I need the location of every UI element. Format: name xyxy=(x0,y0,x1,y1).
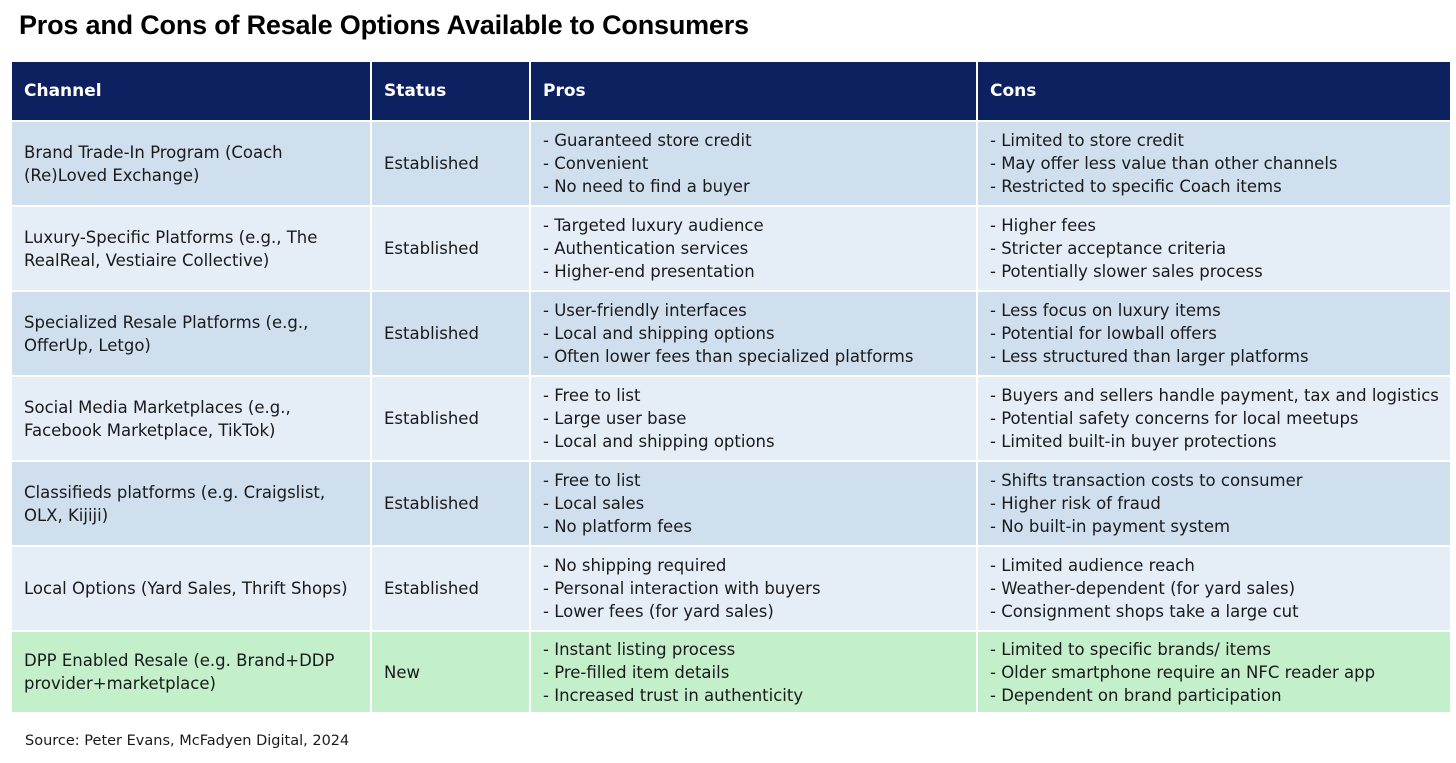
pros-item: - Often lower fees than specialized plat… xyxy=(543,347,914,366)
pros-item: - Higher-end presentation xyxy=(543,262,755,281)
pros-item: - Local sales xyxy=(543,494,645,513)
cons-cell: - Limited to store credit - May offer les… xyxy=(977,121,1450,207)
cons-item: - Weather-dependent (for yard sales) xyxy=(990,579,1296,598)
table-row: Specialized Resale Platforms (e.g., Offe… xyxy=(12,291,1450,377)
table-row: Luxury-Specific Platforms (e.g., The Rea… xyxy=(12,206,1450,292)
cons-cell: - Higher fees - Stricter acceptance crite… xyxy=(977,206,1450,292)
status-cell: Established xyxy=(371,546,531,632)
pros-cell: - Instant listing process - Pre-filled it… xyxy=(530,631,978,714)
table-row: Social Media Marketplaces (e.g., Faceboo… xyxy=(12,376,1450,462)
cons-cell: - Buyers and sellers handle payment, tax… xyxy=(977,376,1450,462)
pros-cell: - Free to list - Local sales - No platform… xyxy=(530,461,978,547)
pros-cell: - No shipping required - Personal interac… xyxy=(530,546,978,632)
cons-item: - Buyers and sellers handle payment, tax… xyxy=(990,386,1439,405)
pros-item: - Authentication services xyxy=(543,239,749,258)
table-row: Classifieds platforms (e.g. Craigslist, … xyxy=(12,461,1450,547)
pros-item: - No shipping required xyxy=(543,556,727,575)
pros-item: - Instant listing process xyxy=(543,639,736,659)
cons-cell: - Shifts transaction costs to consumer - … xyxy=(977,461,1450,547)
status-cell: New xyxy=(371,631,531,714)
table-header-row: Channel Status Pros Cons xyxy=(12,62,1450,122)
table-row: Local Options (Yard Sales, Thrift Shops)… xyxy=(12,546,1450,632)
status-cell: Established xyxy=(371,121,531,207)
cons-item: - Stricter acceptance criteria xyxy=(990,239,1227,258)
pros-item: - Personal interaction with buyers xyxy=(543,579,821,598)
cons-item: - No built-in payment system xyxy=(990,517,1231,536)
cons-item: - Older smartphone require an NFC reader… xyxy=(990,662,1376,682)
source-note: Source: Peter Evans, McFadyen Digital, 2… xyxy=(25,733,350,749)
table-row: DPP Enabled Resale (e.g. Brand+DDP provi… xyxy=(12,631,1450,714)
channel-cell: Classifieds platforms (e.g. Craigslist, … xyxy=(12,461,372,547)
cons-item: - Consignment shops take a large cut xyxy=(990,602,1299,621)
cons-item: - Less structured than larger platforms xyxy=(990,347,1309,366)
pros-item: - No platform fees xyxy=(543,517,692,536)
page-title: Pros and Cons of Resale Options Availabl… xyxy=(19,10,749,40)
channel-cell: Brand Trade-In Program (Coach (Re)Loved … xyxy=(12,121,372,207)
cons-cell: - Less focus on luxury items - Potential … xyxy=(977,291,1450,377)
cons-item: - Dependent on brand participation xyxy=(990,685,1282,705)
cons-item: - Limited to store credit xyxy=(990,131,1184,150)
cons-item: - Restricted to specific Coach items xyxy=(990,177,1282,196)
pros-item: - Convenient xyxy=(543,154,649,173)
table-row: Brand Trade-In Program (Coach (Re)Loved … xyxy=(12,121,1450,207)
pros-item: - Local and shipping options xyxy=(543,324,775,343)
resale-options-table: Channel Status Pros Cons Brand Trade-In … xyxy=(12,62,1450,714)
pros-item: - Targeted luxury audience xyxy=(543,216,764,235)
cons-item: - Potential for lowball offers xyxy=(990,324,1217,343)
pros-item: - Large user base xyxy=(543,409,687,428)
pros-item: - Free to list xyxy=(543,386,641,405)
channel-cell: Local Options (Yard Sales, Thrift Shops) xyxy=(12,546,372,632)
cons-item: - May offer less value than other channe… xyxy=(990,154,1338,173)
channel-cell: Social Media Marketplaces (e.g., Faceboo… xyxy=(12,376,372,462)
pros-item: - Increased trust in authenticity xyxy=(543,685,804,705)
pros-item: - Free to list xyxy=(543,471,641,490)
pros-cell: - Targeted luxury audience - Authenticati… xyxy=(530,206,978,292)
status-cell: Established xyxy=(371,376,531,462)
cons-item: - Potential safety concerns for local me… xyxy=(990,409,1359,428)
cons-item: - Less focus on luxury items xyxy=(990,301,1221,320)
header-status: Status xyxy=(371,62,531,122)
pros-cell: - User-friendly interfaces - Local and sh… xyxy=(530,291,978,377)
cons-cell: - Limited audience reach - Weather-depend… xyxy=(977,546,1450,632)
pros-item: - Local and shipping options xyxy=(543,432,775,451)
channel-cell: Luxury-Specific Platforms (e.g., The Rea… xyxy=(12,206,372,292)
status-cell: Established xyxy=(371,206,531,292)
cons-item: - Higher risk of fraud xyxy=(990,494,1161,513)
pros-item: - Lower fees (for yard sales) xyxy=(543,602,774,621)
cons-cell: - Limited to specific brands/ items - Old… xyxy=(977,631,1450,714)
status-cell: Established xyxy=(371,291,531,377)
header-channel: Channel xyxy=(12,62,372,122)
header-cons: Cons xyxy=(977,62,1450,122)
cons-item: - Limited to specific brands/ items xyxy=(990,639,1271,659)
pros-item: - Guaranteed store credit xyxy=(543,131,752,150)
cons-item: - Potentially slower sales process xyxy=(990,262,1263,281)
pros-item: - No need to find a buyer xyxy=(543,177,750,196)
pros-cell: - Free to list - Large user base - Local a… xyxy=(530,376,978,462)
pros-item: - User-friendly interfaces xyxy=(543,301,747,320)
cons-item: - Higher fees xyxy=(990,216,1097,235)
cons-item: - Limited built-in buyer protections xyxy=(990,432,1277,451)
cons-item: - Limited audience reach xyxy=(990,556,1195,575)
channel-cell: DPP Enabled Resale (e.g. Brand+DDP provi… xyxy=(12,631,372,714)
pros-cell: - Guaranteed store credit - Convenient - N… xyxy=(530,121,978,207)
table-body: Brand Trade-In Program (Coach (Re)Loved … xyxy=(12,121,1450,714)
status-cell: Established xyxy=(371,461,531,547)
pros-item: - Pre-filled item details xyxy=(543,662,730,682)
header-pros: Pros xyxy=(530,62,978,122)
cons-item: - Shifts transaction costs to consumer xyxy=(990,471,1303,490)
channel-cell: Specialized Resale Platforms (e.g., Offe… xyxy=(12,291,372,377)
